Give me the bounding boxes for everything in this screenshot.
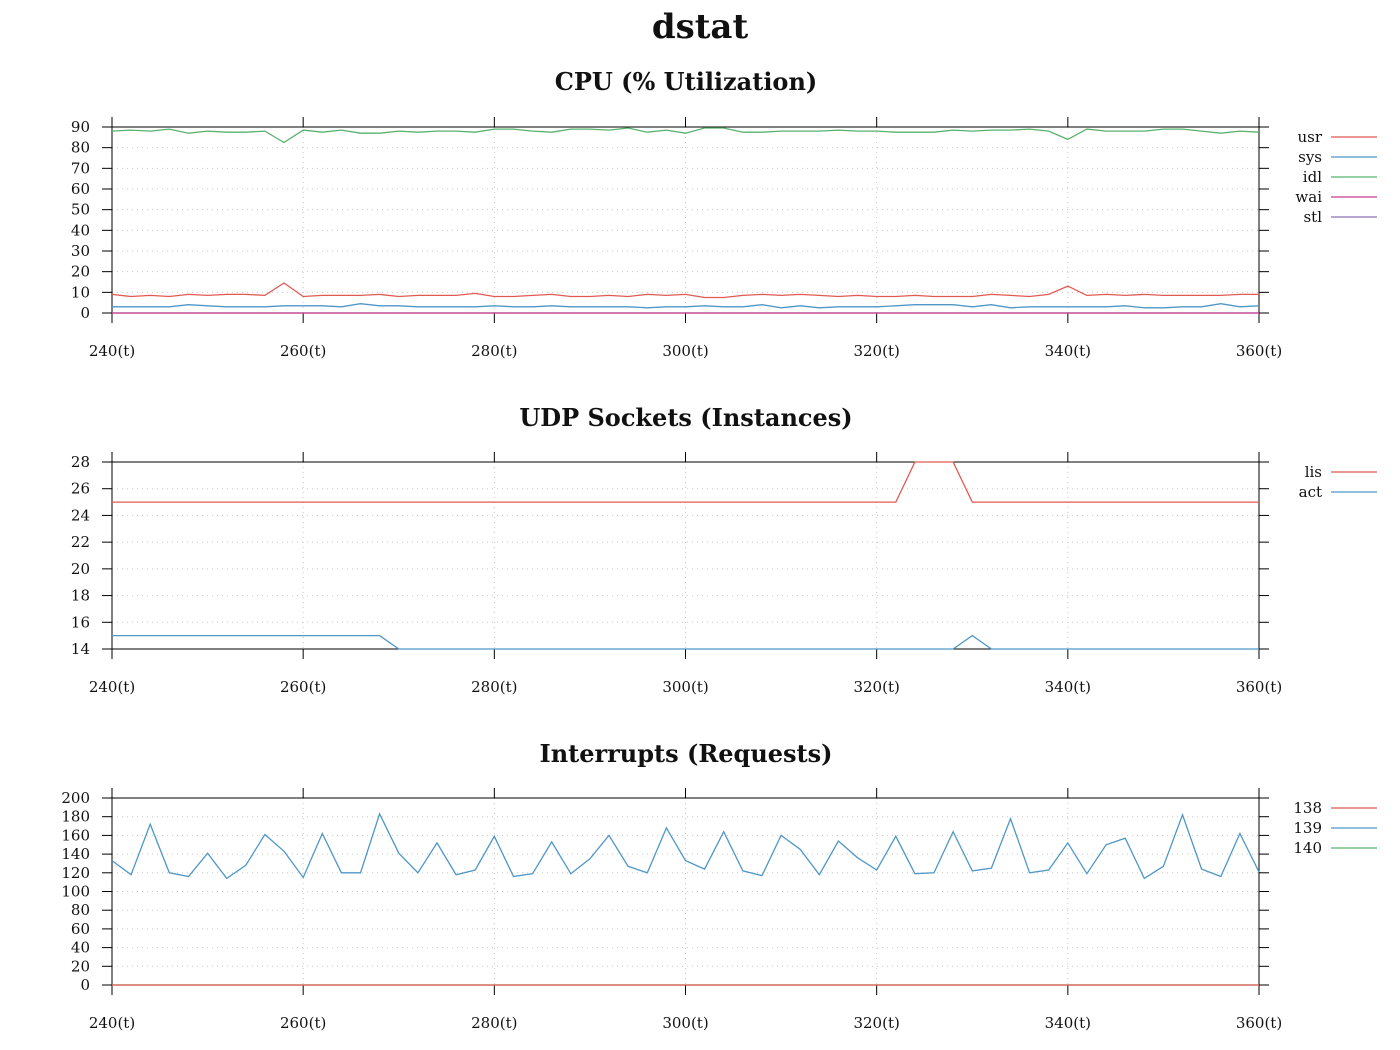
y-tick-label: 24 [71, 506, 90, 524]
plot-frame [111, 126, 1260, 314]
x-tick-label: 340(t) [1045, 678, 1091, 696]
y-tick-label: 40 [71, 939, 90, 957]
y-tick-label: 30 [71, 242, 90, 260]
plot-frame [111, 797, 1260, 986]
x-tick-label: 300(t) [662, 678, 708, 696]
series-line-usr [111, 282, 1259, 299]
legend-label-idl: idl [1303, 168, 1322, 186]
y-tick-label: 20 [71, 263, 90, 281]
x-tick-label: 320(t) [853, 342, 899, 360]
y-tick-label: 180 [61, 808, 90, 826]
series-line-lis [112, 461, 1259, 503]
legend-label-wai: wai [1295, 188, 1322, 206]
y-tick-label: 200 [61, 789, 90, 807]
series-line-act [112, 634, 1259, 650]
y-tick-label: 14 [71, 640, 90, 658]
y-tick-label: 140 [61, 845, 90, 863]
y-tick-label: 16 [71, 613, 90, 631]
y-tick-label: 60 [71, 180, 90, 198]
x-tick-label: 240(t) [89, 678, 135, 696]
x-tick-label: 360(t) [1236, 678, 1282, 696]
y-tick-label: 18 [71, 587, 90, 605]
x-tick-label: 280(t) [471, 678, 517, 696]
y-tick-label: 0 [80, 976, 90, 994]
chart-panel-2: UDP Sockets (Instances) 14 16 18 20 22 24 26 28 2… [71, 403, 1377, 696]
chart-panel-3: Interrupts (Requests)0204060801001201401… [61, 739, 1377, 1032]
x-tick-label: 340(t) [1045, 1014, 1091, 1032]
x-tick-label: 280(t) [471, 342, 517, 360]
y-tick-label: 28 [71, 453, 90, 471]
x-tick-label: 260(t) [280, 342, 326, 360]
y-tick-label: 80 [71, 901, 90, 919]
x-tick-label: 320(t) [853, 678, 899, 696]
chart-title: CPU (% Utilization) [555, 67, 818, 96]
x-tick-label: 300(t) [662, 1014, 708, 1032]
page-title: dstat [652, 7, 749, 47]
x-tick-label: 240(t) [89, 342, 135, 360]
x-tick-label: 300(t) [662, 342, 708, 360]
y-tick-label: 90 [71, 118, 90, 136]
y-tick-label: 20 [71, 560, 90, 578]
legend-label-140: 140 [1293, 839, 1322, 857]
y-tick-label: 70 [71, 159, 90, 177]
legend-label-138: 138 [1293, 799, 1322, 817]
legend-label-act: act [1299, 483, 1322, 501]
legend-label-stl: stl [1303, 208, 1322, 226]
x-tick-label: 360(t) [1236, 342, 1282, 360]
series-line-idl [111, 127, 1260, 144]
x-tick-label: 260(t) [280, 678, 326, 696]
y-tick-label: 120 [61, 864, 90, 882]
legend-label-sys: sys [1298, 148, 1322, 166]
y-tick-label: 50 [71, 201, 90, 219]
x-tick-label: 360(t) [1236, 1014, 1282, 1032]
x-tick-label: 280(t) [471, 1014, 517, 1032]
legend-label-lis: lis [1305, 463, 1322, 481]
x-tick-label: 260(t) [280, 1014, 326, 1032]
y-tick-label: 160 [61, 826, 90, 844]
y-tick-label: 20 [71, 957, 90, 975]
y-tick-label: 60 [71, 920, 90, 938]
series-line-139 [111, 812, 1260, 880]
chart-panel-1: CPU (% Utilization) 0 10 20 30 40 50 60 70 80 90 24… [71, 67, 1377, 360]
x-tick-label: 340(t) [1045, 342, 1091, 360]
x-tick-label: 240(t) [89, 1014, 135, 1032]
y-tick-label: 40 [71, 221, 90, 239]
plot-frame [111, 461, 1260, 650]
y-tick-label: 22 [71, 533, 90, 551]
legend-label-usr: usr [1297, 128, 1322, 146]
y-tick-label: 26 [71, 480, 90, 498]
y-tick-label: 100 [61, 883, 90, 901]
y-tick-label: 0 [80, 304, 90, 322]
y-tick-label: 10 [71, 283, 90, 301]
chart-title: UDP Sockets (Instances) [519, 403, 852, 432]
chart-title: Interrupts (Requests) [539, 739, 832, 768]
legend-label-139: 139 [1293, 819, 1322, 837]
series-line-sys [112, 303, 1260, 309]
x-tick-label: 320(t) [853, 1014, 899, 1032]
y-tick-label: 80 [71, 139, 90, 157]
